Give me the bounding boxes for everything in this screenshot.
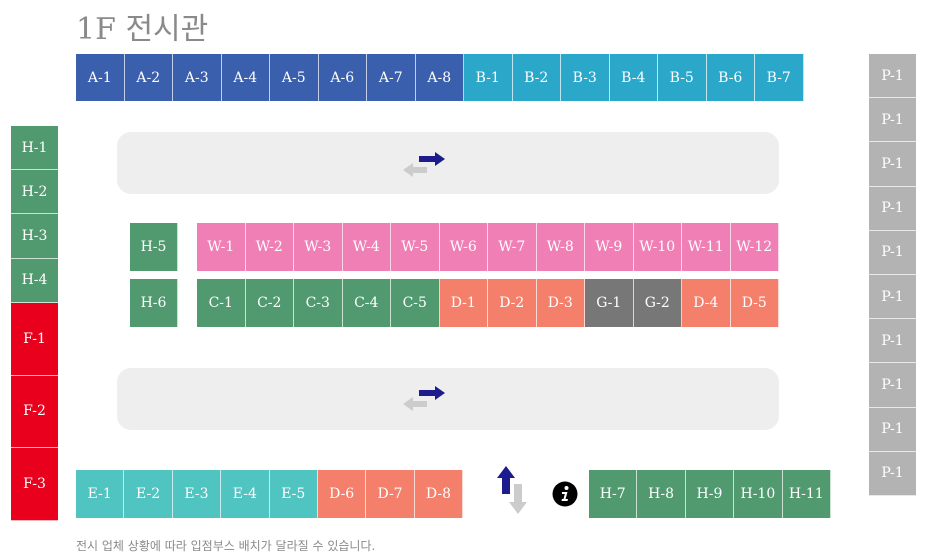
booth-b-3[interactable]: B-3 <box>561 54 610 101</box>
booth-f-1[interactable]: F-1 <box>11 303 58 376</box>
booth-h-11[interactable]: H-11 <box>782 470 831 518</box>
booth-a-4[interactable]: A-4 <box>221 54 270 101</box>
booth-d-4[interactable]: D-4 <box>682 279 731 327</box>
booth-column-f: F-1 F-2 F-3 <box>11 303 58 521</box>
booth-c-4[interactable]: C-4 <box>342 279 391 327</box>
corridor-lower <box>117 368 779 430</box>
booth-d-3[interactable]: D-3 <box>536 279 585 327</box>
booth-e-3[interactable]: E-3 <box>172 470 222 518</box>
booth-p-1[interactable]: P-1 <box>869 451 916 496</box>
booth-p-1[interactable]: P-1 <box>869 407 916 452</box>
booth-b-2[interactable]: B-2 <box>512 54 561 101</box>
booth-h-3[interactable]: H-3 <box>11 214 58 259</box>
booth-c-1[interactable]: C-1 <box>197 279 246 327</box>
booth-row-e-d: E-1 E-2 E-3 E-4 E-5 D-6 D-7 D-8 <box>76 470 464 518</box>
booth-a-6[interactable]: A-6 <box>318 54 367 101</box>
info-icon[interactable] <box>552 481 578 507</box>
booth-e-1[interactable]: E-1 <box>76 470 125 518</box>
booth-h-8[interactable]: H-8 <box>637 470 686 518</box>
booth-d-2[interactable]: D-2 <box>488 279 537 327</box>
booth-a-5[interactable]: A-5 <box>270 54 319 101</box>
booth-w-1[interactable]: W-1 <box>197 223 246 271</box>
booth-w-3[interactable]: W-3 <box>294 223 343 271</box>
booth-a-8[interactable]: A-8 <box>415 54 464 101</box>
booth-row-a-b: A-1 A-2 A-3 A-4 A-5 A-6 A-7 A-8 B-1 B-2 B-3 B-4 B-5 B… <box>76 54 804 101</box>
booth-p-1[interactable]: P-1 <box>869 319 916 364</box>
booth-c-3[interactable]: C-3 <box>294 279 343 327</box>
booth-h-1[interactable]: H-1 <box>11 126 58 171</box>
booth-c-5[interactable]: C-5 <box>391 279 440 327</box>
booth-h-5[interactable]: H-5 <box>130 223 178 271</box>
booth-w-11[interactable]: W-11 <box>682 223 731 271</box>
booth-b-7[interactable]: B-7 <box>755 54 804 101</box>
booth-a-3[interactable]: A-3 <box>173 54 222 101</box>
booth-f-2[interactable]: F-2 <box>11 375 58 448</box>
booth-w-12[interactable]: W-12 <box>730 223 779 271</box>
booth-row-c-d-g: C-1 C-2 C-3 C-4 C-5 D-1 D-2 D-3 G-1 G-2 D-4 D-5 <box>197 279 779 327</box>
booth-h-6[interactable]: H-6 <box>130 279 178 327</box>
booth-d-1[interactable]: D-1 <box>439 279 488 327</box>
booth-c-2[interactable]: C-2 <box>245 279 294 327</box>
booth-b-4[interactable]: B-4 <box>609 54 658 101</box>
booth-e-5[interactable]: E-5 <box>269 470 318 518</box>
swap-vertical-icon <box>497 466 527 514</box>
booth-row-w: W-1 W-2 W-3 W-4 W-5 W-6 W-7 W-8 W-9 W-10 W-11 W-12 <box>197 223 779 271</box>
booth-g-2[interactable]: G-2 <box>633 279 682 327</box>
page-title: 1F 전시관 <box>76 12 209 47</box>
booth-p-1[interactable]: P-1 <box>869 142 916 187</box>
booth-p-1[interactable]: P-1 <box>869 230 916 275</box>
booth-e-2[interactable]: E-2 <box>124 470 173 518</box>
booth-a-1[interactable]: A-1 <box>76 54 125 101</box>
booth-w-9[interactable]: W-9 <box>585 223 634 271</box>
booth-column-h: H-1 H-2 H-3 H-4 <box>11 126 58 303</box>
booth-a-7[interactable]: A-7 <box>367 54 416 101</box>
swap-horizontal-icon <box>403 152 445 177</box>
booth-d-6[interactable]: D-6 <box>317 470 367 518</box>
booth-f-3[interactable]: F-3 <box>11 448 58 521</box>
booth-w-8[interactable]: W-8 <box>536 223 585 271</box>
booth-h-7[interactable]: H-7 <box>589 470 638 518</box>
booth-d-8[interactable]: D-8 <box>414 470 464 518</box>
booth-w-6[interactable]: W-6 <box>439 223 488 271</box>
booth-p-1[interactable]: P-1 <box>869 363 916 408</box>
booth-b-5[interactable]: B-5 <box>658 54 707 101</box>
booth-e-4[interactable]: E-4 <box>221 470 270 518</box>
booth-p-1[interactable]: P-1 <box>869 274 916 320</box>
booth-d-7[interactable]: D-7 <box>366 470 415 518</box>
booth-h-9[interactable]: H-9 <box>685 470 735 518</box>
booth-a-2[interactable]: A-2 <box>124 54 173 101</box>
booth-b-1[interactable]: B-1 <box>464 54 513 101</box>
booth-row-h-bottom: H-7 H-8 H-9 H-10 H-11 <box>589 470 831 518</box>
booth-w-10[interactable]: W-10 <box>633 223 682 271</box>
booth-p-1[interactable]: P-1 <box>869 54 916 99</box>
booth-w-4[interactable]: W-4 <box>342 223 391 271</box>
booth-d-5[interactable]: D-5 <box>730 279 779 327</box>
booth-h-2[interactable]: H-2 <box>11 170 58 215</box>
booth-p-1[interactable]: P-1 <box>869 186 916 231</box>
swap-horizontal-icon <box>403 386 445 411</box>
booth-p-1[interactable]: P-1 <box>869 98 916 143</box>
booth-w-7[interactable]: W-7 <box>488 223 537 271</box>
booth-b-6[interactable]: B-6 <box>706 54 755 101</box>
notice-text: 전시 업체 상황에 따라 입점부스 배치가 달라질 수 있습니다. <box>76 539 376 553</box>
booth-g-1[interactable]: G-1 <box>585 279 634 327</box>
booth-w-2[interactable]: W-2 <box>245 223 294 271</box>
booth-column-p: P-1 P-1 P-1 P-1 P-1 P-1 P-1 P-1 P-1 P-1 <box>869 54 916 496</box>
corridor-upper <box>117 132 779 194</box>
booth-w-5[interactable]: W-5 <box>391 223 440 271</box>
booth-h-10[interactable]: H-10 <box>734 470 783 518</box>
booth-h-4[interactable]: H-4 <box>11 258 58 303</box>
